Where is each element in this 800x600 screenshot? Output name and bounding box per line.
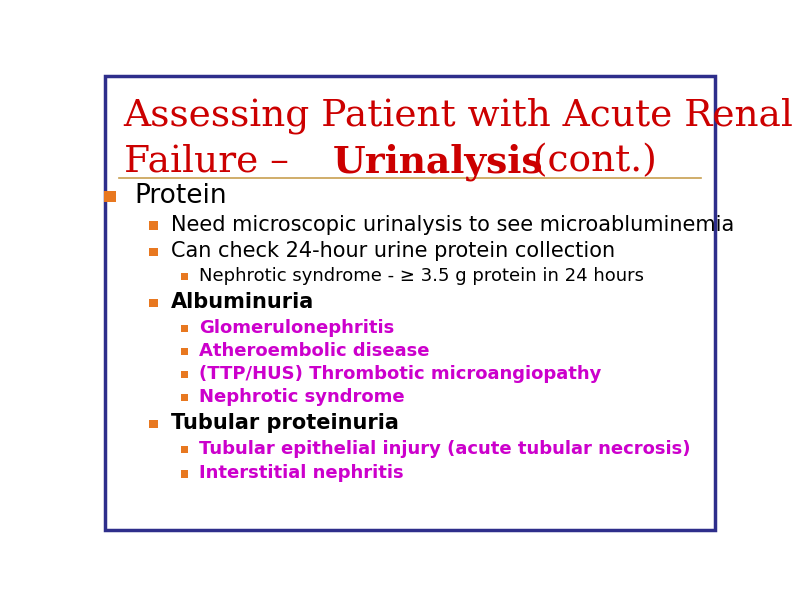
FancyBboxPatch shape — [181, 371, 188, 379]
FancyBboxPatch shape — [181, 348, 188, 355]
FancyBboxPatch shape — [181, 446, 188, 453]
Text: Nephrotic syndrome: Nephrotic syndrome — [199, 388, 405, 406]
Text: (TTP/HUS) Thrombotic microangiopathy: (TTP/HUS) Thrombotic microangiopathy — [199, 365, 602, 383]
Text: (cont.): (cont.) — [521, 143, 657, 179]
Text: Nephrotic syndrome - ≥ 3.5 g protein in 24 hours: Nephrotic syndrome - ≥ 3.5 g protein in … — [199, 267, 644, 285]
FancyBboxPatch shape — [105, 76, 715, 530]
Text: Urinalysis: Urinalysis — [333, 143, 543, 181]
Text: Protein: Protein — [134, 182, 226, 209]
Text: Glomerulonephritis: Glomerulonephritis — [199, 319, 394, 337]
FancyBboxPatch shape — [104, 191, 115, 202]
Text: Tubular epithelial injury (acute tubular necrosis): Tubular epithelial injury (acute tubular… — [199, 440, 690, 458]
FancyBboxPatch shape — [149, 248, 158, 256]
Text: Need microscopic urinalysis to see microabluminemia: Need microscopic urinalysis to see micro… — [171, 215, 734, 235]
Text: Atheroembolic disease: Atheroembolic disease — [199, 342, 430, 360]
Text: Interstitial nephritis: Interstitial nephritis — [199, 464, 404, 482]
FancyBboxPatch shape — [149, 299, 158, 307]
Text: Albuminuria: Albuminuria — [171, 292, 314, 312]
FancyBboxPatch shape — [149, 221, 158, 230]
FancyBboxPatch shape — [149, 420, 158, 428]
FancyBboxPatch shape — [181, 273, 188, 280]
FancyBboxPatch shape — [181, 470, 188, 478]
Text: Failure –: Failure – — [123, 143, 300, 179]
Text: Can check 24-hour urine protein collection: Can check 24-hour urine protein collecti… — [171, 241, 615, 262]
Text: Tubular proteinuria: Tubular proteinuria — [171, 413, 399, 433]
FancyBboxPatch shape — [181, 394, 188, 401]
FancyBboxPatch shape — [181, 325, 188, 332]
Text: Assessing Patient with Acute Renal: Assessing Patient with Acute Renal — [123, 97, 794, 134]
